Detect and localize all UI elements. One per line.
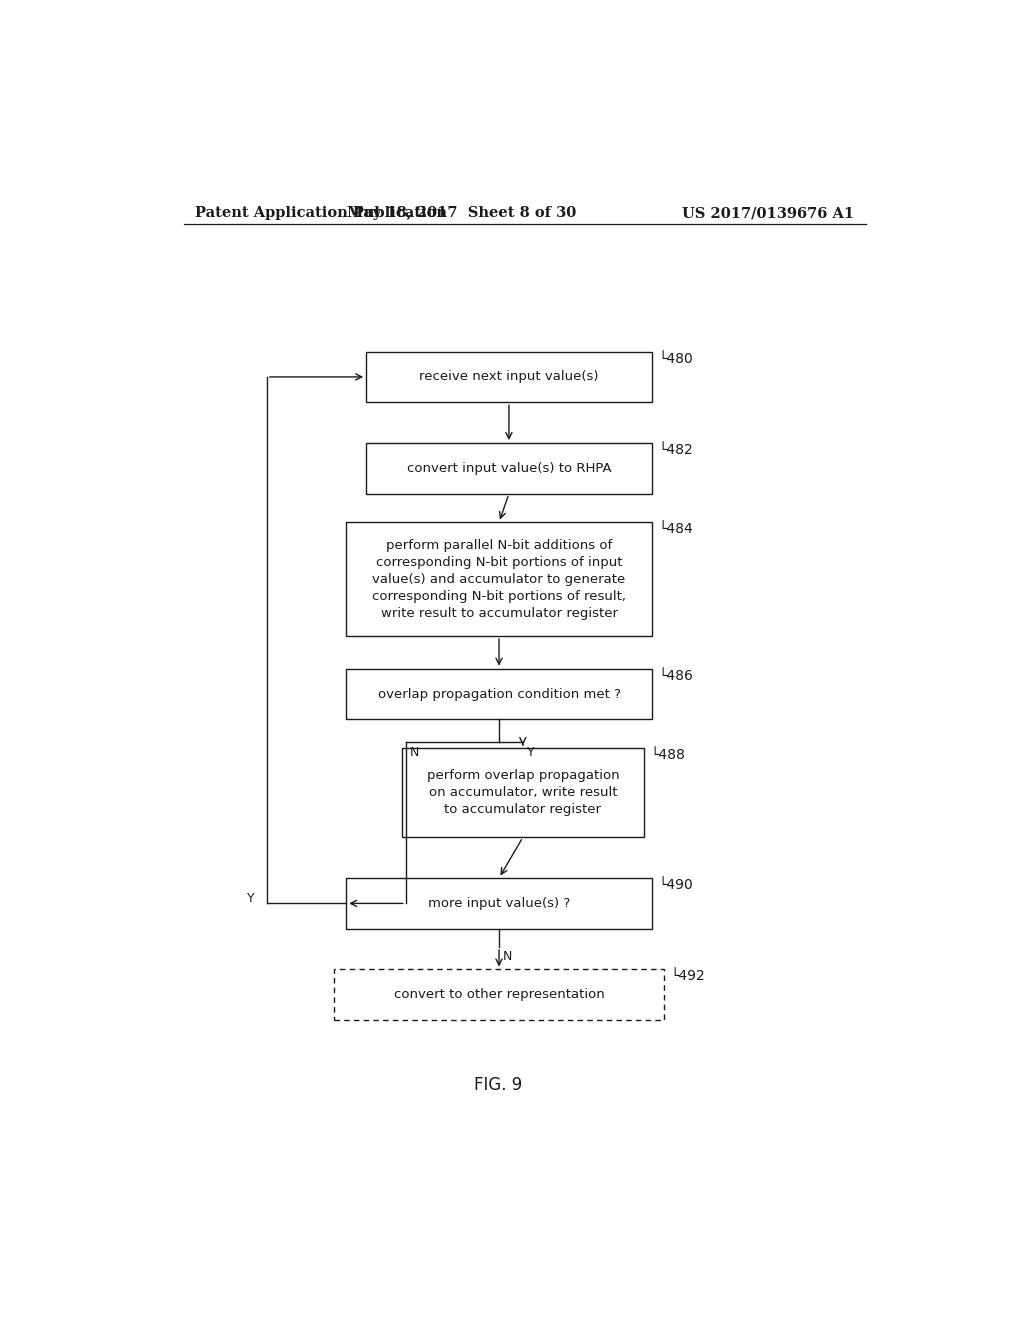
Text: Y: Y bbox=[526, 746, 535, 759]
Text: └482: └482 bbox=[658, 444, 693, 457]
FancyBboxPatch shape bbox=[334, 969, 664, 1020]
Text: Y: Y bbox=[248, 892, 255, 904]
Text: └486: └486 bbox=[658, 669, 693, 682]
FancyBboxPatch shape bbox=[401, 748, 644, 837]
Text: Patent Application Publication: Patent Application Publication bbox=[196, 206, 447, 220]
Text: perform overlap propagation
on accumulator, write result
to accumulator register: perform overlap propagation on accumulat… bbox=[427, 770, 620, 816]
FancyBboxPatch shape bbox=[346, 669, 652, 719]
Text: convert input value(s) to RHPA: convert input value(s) to RHPA bbox=[407, 462, 611, 475]
Text: overlap propagation condition met ?: overlap propagation condition met ? bbox=[378, 688, 621, 701]
Text: N: N bbox=[503, 950, 512, 964]
Text: └488: └488 bbox=[650, 748, 685, 762]
Text: N: N bbox=[410, 746, 419, 759]
FancyBboxPatch shape bbox=[367, 444, 651, 494]
Text: perform parallel N-bit additions of
corresponding N-bit portions of input
value(: perform parallel N-bit additions of corr… bbox=[372, 539, 626, 619]
Text: FIG. 9: FIG. 9 bbox=[474, 1076, 522, 1094]
FancyBboxPatch shape bbox=[367, 351, 651, 403]
Text: more input value(s) ?: more input value(s) ? bbox=[428, 896, 570, 909]
Text: receive next input value(s): receive next input value(s) bbox=[419, 371, 599, 383]
Text: May 18, 2017  Sheet 8 of 30: May 18, 2017 Sheet 8 of 30 bbox=[347, 206, 575, 220]
FancyBboxPatch shape bbox=[346, 878, 652, 929]
Text: └492: └492 bbox=[670, 969, 705, 983]
Text: └484: └484 bbox=[658, 523, 693, 536]
FancyBboxPatch shape bbox=[346, 523, 652, 636]
Text: └480: └480 bbox=[658, 351, 693, 366]
Text: convert to other representation: convert to other representation bbox=[393, 989, 604, 1002]
Text: US 2017/0139676 A1: US 2017/0139676 A1 bbox=[682, 206, 854, 220]
Text: └490: └490 bbox=[658, 878, 693, 892]
